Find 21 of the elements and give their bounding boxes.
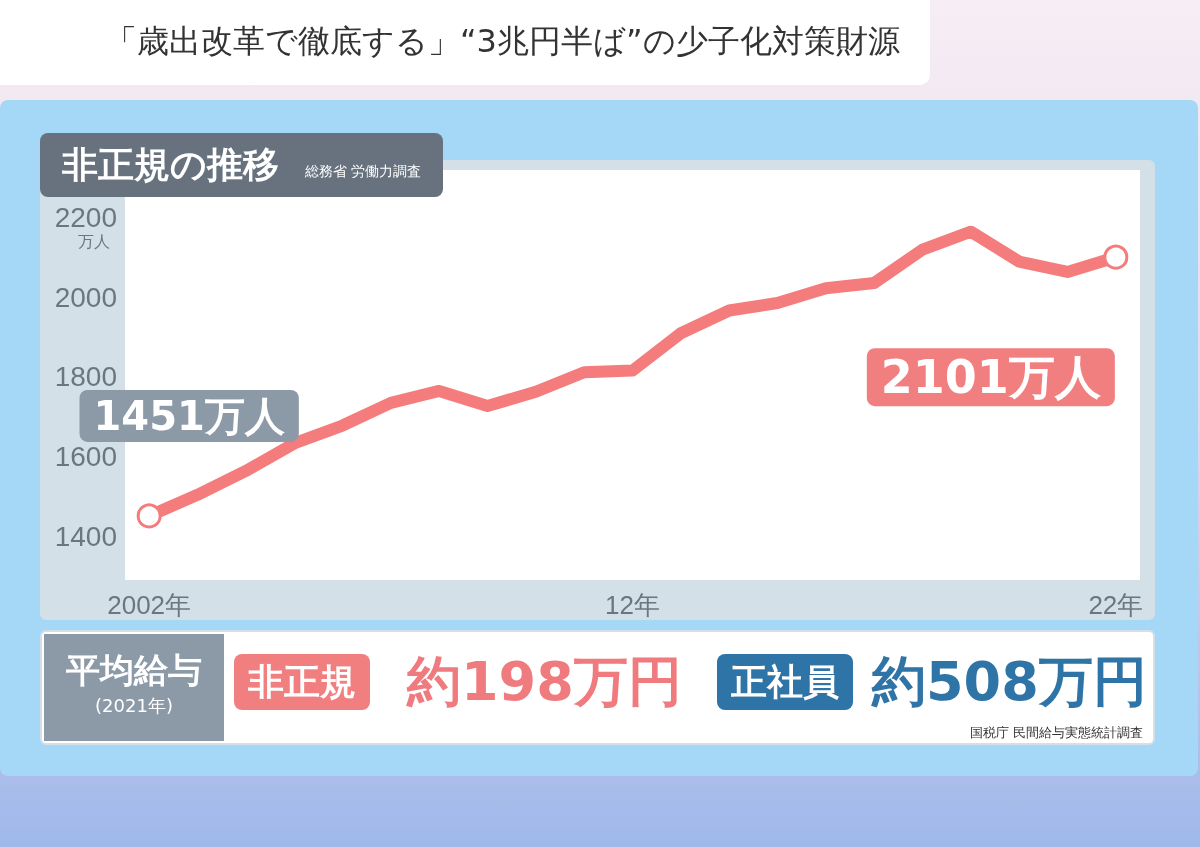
text: 国税庁 民間給与実態統計調査	[969, 724, 1143, 742]
y-tick-label: 1600	[54, 441, 117, 473]
y-tick-label: 1400	[54, 520, 117, 552]
text: 非正規	[234, 654, 370, 710]
text: 約508万円	[872, 649, 1147, 715]
y-tick-label: 2000	[54, 281, 117, 313]
x-tick-label: 12年	[605, 590, 660, 620]
y-tick-label: 2200	[54, 202, 117, 234]
annotation: 1451万人	[93, 392, 286, 439]
chart-title: 非正規の推移	[62, 142, 279, 187]
text: 「歳出改革で徹底する」“3兆円半ば”の少子化対策財源	[105, 21, 900, 62]
text: 正社員	[717, 654, 853, 710]
text: 平均給与	[65, 649, 203, 692]
text: (2021年)	[94, 694, 174, 718]
y-tick-label: 1800	[54, 361, 117, 393]
y-axis-title: 万人	[78, 232, 110, 253]
x-tick-label: 2002年	[107, 590, 192, 620]
x-tick-label: 22年	[1088, 590, 1144, 620]
annotation: 2101万人	[880, 350, 1101, 405]
text: 約198万円	[407, 649, 682, 715]
annotation: 総務省 労働力調査	[305, 163, 422, 181]
